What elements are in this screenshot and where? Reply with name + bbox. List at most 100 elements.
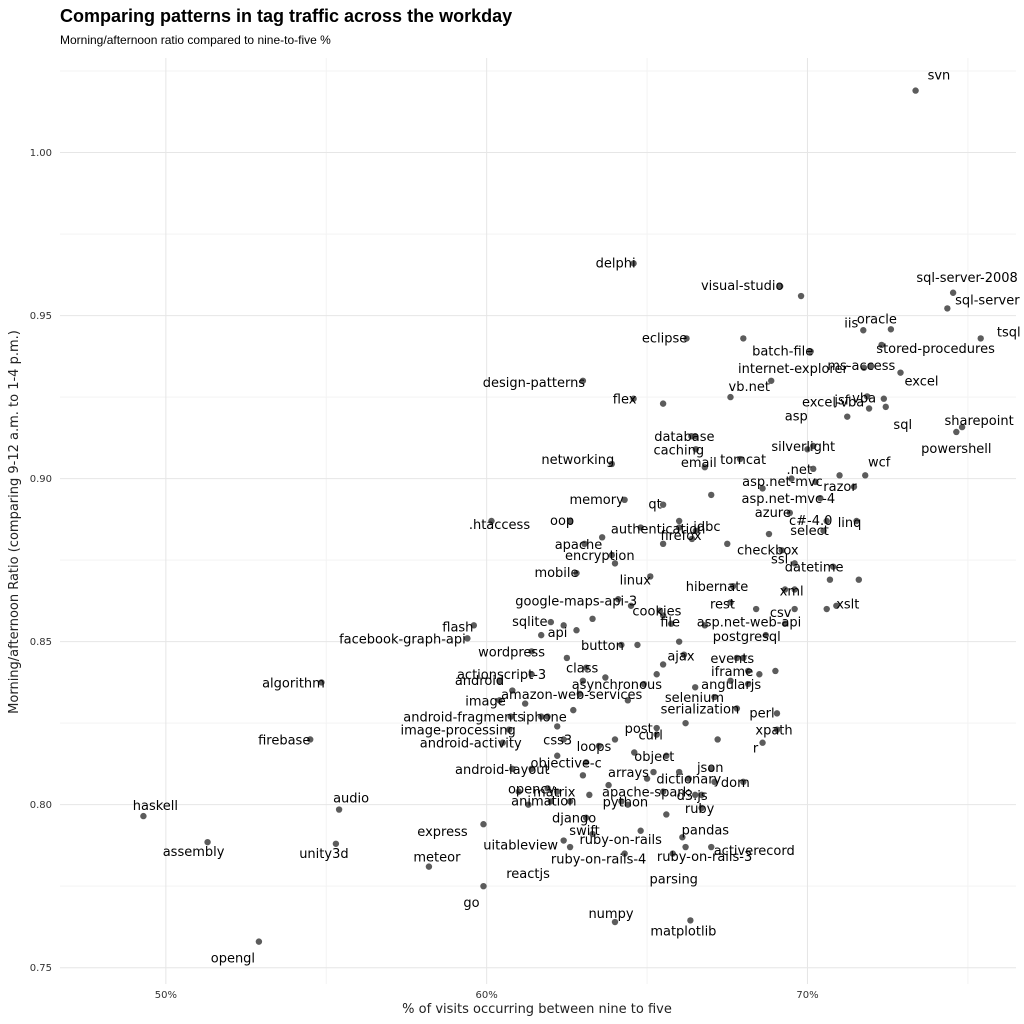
- point-label-android: android: [455, 674, 504, 689]
- data-point-checkbox: [778, 547, 786, 554]
- data-point: [663, 811, 670, 818]
- point-label-sql: sql: [893, 418, 912, 433]
- data-point-sqlite: [547, 618, 555, 626]
- data-point-dictionary: [685, 775, 692, 782]
- point-label-rest: rest: [710, 598, 735, 613]
- data-point-htaccess: [488, 517, 495, 525]
- data-point-wcf: [862, 472, 869, 479]
- data-point-audio: [335, 806, 343, 813]
- point-label-post: post: [625, 722, 653, 737]
- point-label-iphone: iphone: [522, 711, 566, 726]
- point-label-visual-studio: visual-studio: [701, 279, 784, 294]
- data-point-events: [740, 654, 747, 662]
- data-point-design-patterns: [579, 377, 587, 384]
- data-point-numpy: [611, 918, 619, 926]
- data-point: [797, 292, 805, 300]
- data-point: [563, 654, 571, 662]
- chart-subtitle: Morning/afternoon ratio compared to nine…: [60, 33, 331, 47]
- data-point-internet-explorer: [860, 364, 868, 371]
- data-point: [659, 612, 667, 619]
- data-point-apache-spark: [659, 788, 667, 795]
- y-tick-label: 1.00: [30, 148, 52, 159]
- data-point-net: [810, 465, 817, 473]
- data-point-svn: [912, 87, 919, 94]
- data-point-stored-procedures: [878, 341, 885, 349]
- data-point-caching: [692, 446, 700, 453]
- data-point-rest: [727, 599, 734, 606]
- point-label-firefox: firefox: [660, 529, 701, 544]
- data-point-object: [663, 752, 670, 759]
- data-point-c-4-0: [823, 517, 830, 525]
- data-point: [624, 697, 632, 704]
- data-point-ruby-on-rails: [637, 827, 644, 834]
- data-point-sql-server-2008: [949, 289, 957, 296]
- data-point: [631, 749, 638, 756]
- data-point: [711, 778, 718, 786]
- point-label-sqlite: sqlite: [512, 615, 547, 630]
- point-label-r: r: [753, 742, 759, 757]
- data-point-api: [573, 627, 580, 634]
- point-label-asp-net-mvc-4: asp.net-mvc-4: [741, 492, 835, 507]
- data-point-wordpress: [528, 648, 535, 655]
- point-label-tsql: tsql: [997, 325, 1021, 340]
- point-label-curl: curl: [639, 729, 663, 744]
- point-label-pandas: pandas: [682, 823, 730, 838]
- data-point-haskell: [140, 812, 147, 820]
- data-point: [611, 560, 619, 567]
- data-point-button: [618, 641, 625, 649]
- point-label-asynchronous: asynchronous: [572, 678, 663, 693]
- point-label-serialization: serialization: [661, 702, 740, 717]
- data-point: [675, 517, 683, 525]
- data-point-assembly: [204, 838, 211, 846]
- data-point: [627, 602, 635, 609]
- point-label-asp-net-web-api: asp.net-web-api: [697, 616, 802, 631]
- data-point: [560, 622, 567, 629]
- point-label-opengl: opengl: [211, 952, 255, 967]
- data-point-ruby-on-rails-4: [621, 850, 628, 857]
- point-label-swift: swift: [569, 824, 599, 839]
- data-point-tsql: [977, 335, 984, 342]
- point-label-linq: linq: [838, 516, 862, 531]
- data-point-ms-access: [868, 362, 875, 370]
- point-label-apache: apache: [555, 538, 603, 553]
- data-point: [634, 641, 641, 649]
- point-label-qt: qt: [648, 498, 661, 513]
- data-point-sharepoint: [958, 423, 966, 431]
- data-point-apache: [581, 540, 588, 548]
- data-point-eclipse: [683, 335, 690, 342]
- data-point-xpath: [773, 726, 781, 733]
- point-label-file: file: [660, 616, 680, 631]
- y-tick-label: 0.95: [30, 311, 52, 322]
- data-point: [682, 719, 689, 727]
- data-point: [727, 393, 734, 401]
- point-label-go: go: [463, 896, 479, 911]
- data-point: [740, 335, 747, 342]
- point-label-xslt: xslt: [836, 598, 859, 613]
- point-label-tomcat: tomcat: [720, 453, 766, 468]
- data-point-uitableview: [560, 837, 567, 844]
- point-label-uitableview: uitableview: [483, 839, 558, 854]
- point-label-xpath: xpath: [755, 724, 792, 739]
- x-tick-label: 70%: [796, 990, 818, 1001]
- point-label-django: django: [552, 812, 596, 827]
- data-point-ruby-on-rails-3: [682, 843, 689, 851]
- point-label-batch-file: batch-file: [752, 344, 813, 359]
- data-point: [659, 400, 667, 407]
- data-point-matrix: [554, 788, 561, 795]
- data-point-android-fragments: [507, 713, 514, 720]
- y-tick-label: 0.85: [30, 637, 52, 648]
- data-point-visual-studio: [777, 283, 784, 290]
- point-label-unity3d: unity3d: [299, 847, 348, 862]
- data-point: [589, 615, 596, 623]
- point-label-css3: css3: [543, 733, 572, 748]
- data-point: [698, 791, 705, 799]
- point-label-hibernate: hibernate: [686, 580, 749, 595]
- chart-title: Comparing patterns in tag traffic across…: [60, 6, 512, 26]
- data-point: [826, 576, 834, 583]
- point-label-linux: linux: [620, 573, 652, 588]
- point-label-email: email: [681, 456, 717, 471]
- data-point-swift: [589, 830, 596, 838]
- point-label-algorithm: algorithm: [262, 676, 325, 691]
- data-point-amazon-web-services: [576, 690, 583, 698]
- data-point-batch-file: [807, 348, 814, 355]
